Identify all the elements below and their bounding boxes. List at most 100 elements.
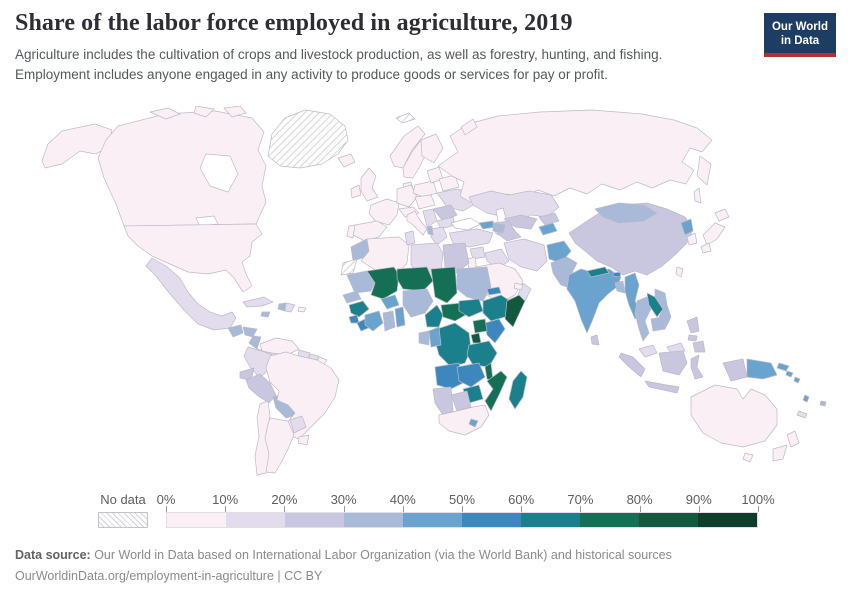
country-georgia[interactable]: Georgia: 40-50% [478,220,496,230]
country-egypt[interactable]: Egypt: 20-30% [442,242,470,274]
country-south-korea[interactable]: South Korea: 0-10% [686,232,698,246]
country-papua-new-guinea[interactable]: Papua New Guinea: 40-50% [746,358,778,380]
country-mozambique[interactable]: Mozambique: 70-80% [484,370,508,412]
country-philippines-visayas[interactable]: Philippines: 20-30% [687,334,698,342]
legend-bin-40-50%[interactable] [403,513,462,527]
country-mauritania[interactable]: Mauritania: 30-40% [346,270,378,294]
country-uae[interactable]: United Arab Emirates & Qatar: 0-10% [513,282,524,291]
country-poland[interactable]: Poland: 0-10% [412,180,438,198]
country-angola[interactable]: Angola: 50-60% [434,362,464,390]
country-albania[interactable]: Albania: 30-40% [426,225,434,236]
country-indonesia-java[interactable]: Indonesia: 20-30% [644,380,680,394]
country-azerbaijan[interactable]: Azerbaijan & Armenia: 30-40% [492,222,506,234]
country-cuba[interactable]: Cuba: 10-20% [242,296,274,308]
country-peru[interactable]: Peru: 20-30% [245,373,277,404]
country-fiji[interactable]: Fiji: 30-40% [819,400,827,407]
country-chad[interactable]: Chad: 70-80% [430,266,458,304]
country-zambia[interactable]: Zambia: 50-60% [456,362,486,388]
country-malaysia-borneo[interactable]: Malaysia: 10-20% [666,342,686,354]
country-greece[interactable]: Greece: 10-20% [430,226,448,246]
country-somalia[interactable]: Somalia: 80-90% [504,294,526,328]
country-jamaica[interactable]: Jamaica: 30-40% [260,311,271,318]
country-india[interactable]: India: 40-50% [566,268,622,334]
country-romania[interactable]: Romania: 20-30% [432,204,458,222]
country-uganda[interactable]: Uganda: 70-80% [472,318,488,334]
country-mexico[interactable]: Mexico: 10-20% [145,257,237,331]
country-dominican-republic[interactable]: Dominican Republic: 10-20% [284,302,296,313]
country-honduras[interactable]: Honduras: 30-40% [242,326,258,338]
country-solomon-islands-2[interactable]: Solomon Islands: 40-50% [793,376,801,384]
country-indonesia-sumatra[interactable]: Indonesia: 20-30% [618,352,646,378]
legend-bin-80-90%[interactable] [639,513,698,527]
country-philippines-mindanao[interactable]: Philippines: 20-30% [692,340,706,353]
country-italy[interactable]: Italy: 0-10% [406,210,428,236]
country-uzbekistan[interactable]: Uzbekistan: 20-30% [503,214,538,230]
country-canada-arctic-2[interactable]: Canada: 0-10% [193,106,215,118]
legend-no-data-swatch[interactable] [98,512,148,528]
country-indonesia-west-papua[interactable]: Indonesia: 20-30% [722,358,748,382]
country-argentina[interactable]: Argentina: 0-10% [264,417,295,474]
country-malaysia[interactable]: Malaysia: 10-20% [638,344,658,358]
country-namibia[interactable]: Namibia: 20-30% [432,386,454,416]
country-cambodia[interactable]: Cambodia: 30-40% [650,316,666,332]
country-vanuatu[interactable]: Vanuatu: 40-50% [802,394,810,403]
country-nicaragua[interactable]: Nicaragua: 30-40% [248,335,262,350]
country-tajikistan[interactable]: Tajikistan: 40-50% [538,222,558,236]
country-russia-sakhalin[interactable]: Russia: 0-10% [693,187,702,204]
country-solomon-islands-1[interactable]: Solomon Islands: 40-50% [785,370,794,378]
country-nepal[interactable]: Nepal: 60-70% [586,266,610,278]
country-russia-novaya-zemlya[interactable]: Russia: 0-10% [460,118,478,136]
country-svalbard[interactable]: Svalbard: No data [395,112,416,124]
country-burkina-faso[interactable]: Burkina Faso: 40-50% [380,294,400,310]
country-france[interactable]: France: 0-10% [368,198,400,226]
country-canada-arctic-1[interactable]: Canada: 0-10% [149,107,181,120]
country-finland[interactable]: Finland: 0-10% [420,133,444,164]
country-chile[interactable]: Chile: 0-10% [254,400,271,476]
country-south-sudan[interactable]: South Sudan: 60-70% [458,298,484,318]
country-niger[interactable]: Niger: 70-80% [396,266,434,292]
legend-bin-90-100%[interactable] [698,513,757,527]
country-sudan[interactable]: Sudan: 30-40% [456,266,492,302]
country-sri-lanka[interactable]: Sri Lanka: 20-30% [590,334,600,346]
country-canada[interactable]: Canada: 0-10% [97,110,267,227]
country-new-caledonia[interactable]: New Caledonia: 10-20% [796,410,808,419]
country-ireland[interactable]: Ireland: 0-10% [350,184,362,199]
country-germany[interactable]: Germany: 0-10% [396,184,418,208]
country-australia-tasmania[interactable]: Australia: 0-10% [742,452,754,463]
legend-bin-0-10%[interactable] [167,513,226,527]
country-puerto-rico[interactable]: Puerto Rico: 0-10% [297,306,307,313]
country-japan-kyushu[interactable]: Japan: 0-10% [700,242,712,254]
country-indonesia-borneo[interactable]: Indonesia: 20-30% [658,350,688,376]
country-turkey[interactable]: Turkey: 10-20% [448,228,494,248]
country-kenya[interactable]: Kenya: 50-60% [484,318,506,344]
country-uruguay[interactable]: Uruguay: 0-10% [297,434,310,446]
country-south-africa[interactable]: South Africa: 0-10% [438,404,490,436]
country-botswana[interactable]: Botswana: 20-30% [450,390,472,412]
country-austria-switzerland[interactable]: Austria & Switzerland: 0-10% [398,206,420,218]
owid-logo[interactable]: Our World in Data [764,13,836,57]
country-guinea[interactable]: Guinea: 60-70% [348,300,370,318]
country-western-sahara[interactable]: Western Sahara: No data [340,258,358,276]
country-sierra-leone[interactable]: Sierra Leone: 50-60% [348,314,360,324]
country-togo-benin[interactable]: Togo & Benin: 40-50% [394,306,406,328]
legend-bin-10-20%[interactable] [226,513,285,527]
country-nigeria[interactable]: Nigeria: 30-40% [402,288,434,318]
country-cameroon[interactable]: Cameroon: 60-70% [424,304,444,328]
country-tunisia[interactable]: Tunisia: 10-20% [404,230,416,246]
country-bangladesh[interactable]: Bangladesh: 30-40% [614,280,626,294]
country-rwanda-burundi[interactable]: Rwanda & Burundi: 80-90% [470,332,482,344]
country-syria[interactable]: Syria: 10-20% [469,246,486,260]
country-png-new-britain[interactable]: Papua New Guinea: 40-50% [776,362,790,372]
country-canada-arctic-3[interactable]: Canada: 0-10% [223,106,247,118]
country-tanzania[interactable]: Tanzania: 60-70% [466,340,498,368]
country-iran[interactable]: Iran: 10-20% [503,238,548,272]
country-gabon[interactable]: Gabon: 30-40% [418,330,430,346]
country-laos[interactable]: Laos: 60-70% [646,292,664,318]
country-japan-honshu[interactable]: Japan: 0-10% [702,222,726,246]
country-lesotho[interactable]: Lesotho: 40-50% [468,418,479,428]
country-north-korea[interactable]: North Korea: 40-50% [680,218,694,236]
country-russia[interactable]: Russia: 0-10% [437,109,713,203]
country-ghana[interactable]: Ghana: 30-40% [382,310,396,332]
country-philippines-luzon[interactable]: Philippines: 20-30% [686,316,700,334]
country-senegal[interactable]: Senegal & Gambia: 30-40% [342,290,362,304]
